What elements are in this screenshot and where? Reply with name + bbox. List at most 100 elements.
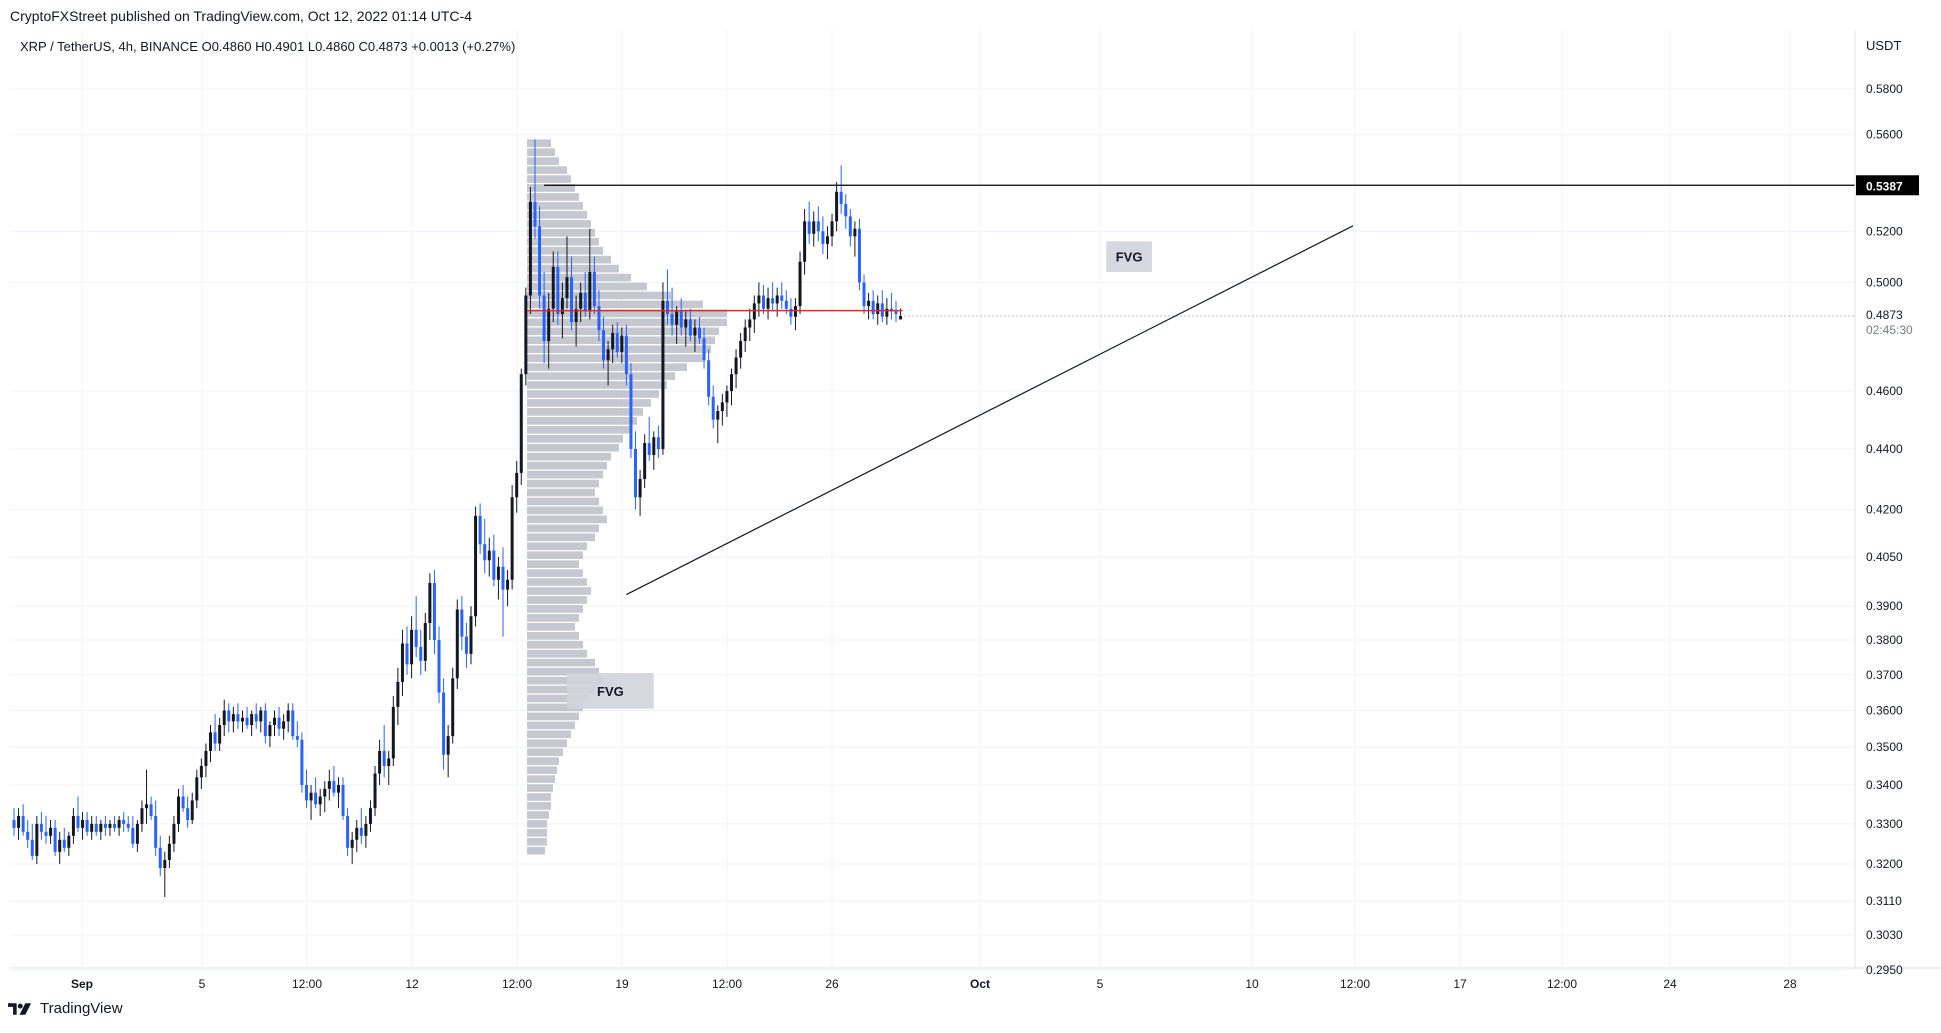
candle-body — [720, 402, 724, 412]
fvg-label: FVG — [597, 684, 624, 699]
candle-body — [350, 839, 354, 848]
volume-profile-bar — [527, 148, 555, 157]
time-tick-label: 10 — [1245, 977, 1259, 991]
candle-body — [218, 725, 222, 744]
price-tick-label: 0.2950 — [1866, 963, 1903, 977]
time-tick-label: 12:00 — [1340, 977, 1370, 991]
volume-profile-bar — [527, 829, 547, 837]
candle-body — [382, 750, 386, 766]
candle-body — [58, 839, 62, 852]
price-tick-label: 0.4600 — [1866, 384, 1903, 398]
candle-body — [647, 443, 651, 455]
volume-profile-bar — [527, 515, 607, 524]
bar-countdown-label: 02:45:30 — [1866, 323, 1913, 337]
candle-body — [304, 784, 308, 801]
candle-body — [446, 736, 450, 755]
volume-profile-bar — [527, 766, 557, 774]
chart-frame[interactable]: FVG FVG 0.5800 0.5600 0.5200 0.5000 0.4600 0.4… — [0, 30, 1941, 996]
volume-profile-bar — [527, 228, 595, 237]
candles — [12, 139, 903, 897]
candle-body — [679, 311, 683, 328]
time-tick-label: 17 — [1453, 977, 1467, 991]
candle-body — [323, 788, 327, 797]
candle-body — [542, 295, 546, 342]
volume-profile-bar — [527, 219, 591, 228]
volume-profile-bar — [527, 533, 595, 542]
volume-profile-bar — [527, 363, 687, 371]
candle-body — [579, 292, 583, 309]
candle-body — [816, 221, 820, 232]
candle-body — [835, 191, 839, 222]
fvg-zone[interactable] — [566, 673, 654, 709]
volume-profile-bar — [527, 721, 575, 730]
volume-profile-bar — [527, 578, 587, 586]
price-tick-label: 0.4200 — [1866, 503, 1903, 517]
volume-profile-bar — [527, 309, 727, 318]
candle-body — [35, 823, 39, 856]
time-tick-label: Oct — [970, 977, 990, 991]
candle-body — [145, 804, 149, 809]
candle-body — [181, 796, 185, 809]
candle-body — [670, 314, 674, 325]
price-chart[interactable]: FVG FVG 0.5800 0.5600 0.5200 0.5000 0.4600 0.4… — [0, 30, 1941, 996]
candle-body — [821, 231, 825, 244]
candle-body — [241, 717, 244, 722]
candle-body — [419, 646, 423, 661]
volume-profile-bar — [527, 282, 647, 291]
volume-profile-bar — [527, 327, 719, 336]
volume-profile-bar — [527, 237, 599, 246]
candle-body — [652, 437, 656, 455]
candle-body — [656, 437, 660, 450]
volume-profile-bar — [527, 649, 587, 658]
volume-profile-bar — [527, 390, 659, 398]
time-tick-label: 5 — [199, 977, 206, 991]
candle-body — [195, 777, 199, 801]
annotation-lines — [527, 184, 1855, 596]
fvg-zone[interactable] — [1106, 241, 1152, 273]
volume-profile-bar — [527, 399, 651, 407]
candle-body — [113, 823, 117, 828]
volume-profile-bar — [527, 139, 551, 148]
candle-body — [775, 295, 779, 304]
candle-body — [597, 306, 601, 331]
candle-body — [209, 732, 213, 751]
candle-body — [259, 710, 263, 722]
volume-profile-bar — [527, 255, 611, 264]
volume-profile-bar — [527, 775, 555, 783]
price-tick-label: 0.3700 — [1866, 668, 1903, 682]
volume-profile-bar — [527, 658, 595, 667]
candle-body — [122, 819, 126, 824]
candle-body — [108, 823, 112, 828]
volume-profile-bar — [527, 631, 579, 640]
candle-body — [437, 640, 441, 693]
candle-body — [752, 303, 756, 320]
candle-body — [743, 327, 747, 342]
candle-body — [478, 515, 482, 545]
ascending-trendline[interactable] — [626, 225, 1354, 596]
candle-body — [862, 282, 866, 307]
candle-body — [99, 823, 103, 832]
candle-body — [282, 721, 286, 729]
time-tick-label: 12:00 — [502, 977, 532, 991]
time-tick-label: 19 — [615, 977, 629, 991]
candle-body — [423, 623, 427, 661]
price-tick-label: 0.5600 — [1866, 128, 1903, 142]
candle-body — [867, 300, 871, 307]
candle-body — [135, 823, 139, 844]
candle-body — [314, 792, 318, 805]
publisher-line: CryptoFXStreet published on TradingView.… — [10, 8, 472, 24]
candle-body — [825, 236, 829, 244]
volume-profile-bar — [527, 640, 583, 649]
candle-body — [222, 710, 226, 726]
candle-body — [789, 308, 793, 317]
candle-body — [154, 816, 158, 848]
time-tick-label: 12:00 — [1547, 977, 1577, 991]
candle-body — [117, 819, 121, 828]
candle-body — [213, 732, 217, 744]
resistance-price-tag — [1856, 175, 1919, 196]
volume-profile-bar — [527, 452, 611, 461]
candle-body — [588, 272, 592, 312]
candle-body — [39, 823, 43, 832]
volume-profile-bar — [527, 739, 567, 748]
candle-body — [634, 449, 638, 498]
